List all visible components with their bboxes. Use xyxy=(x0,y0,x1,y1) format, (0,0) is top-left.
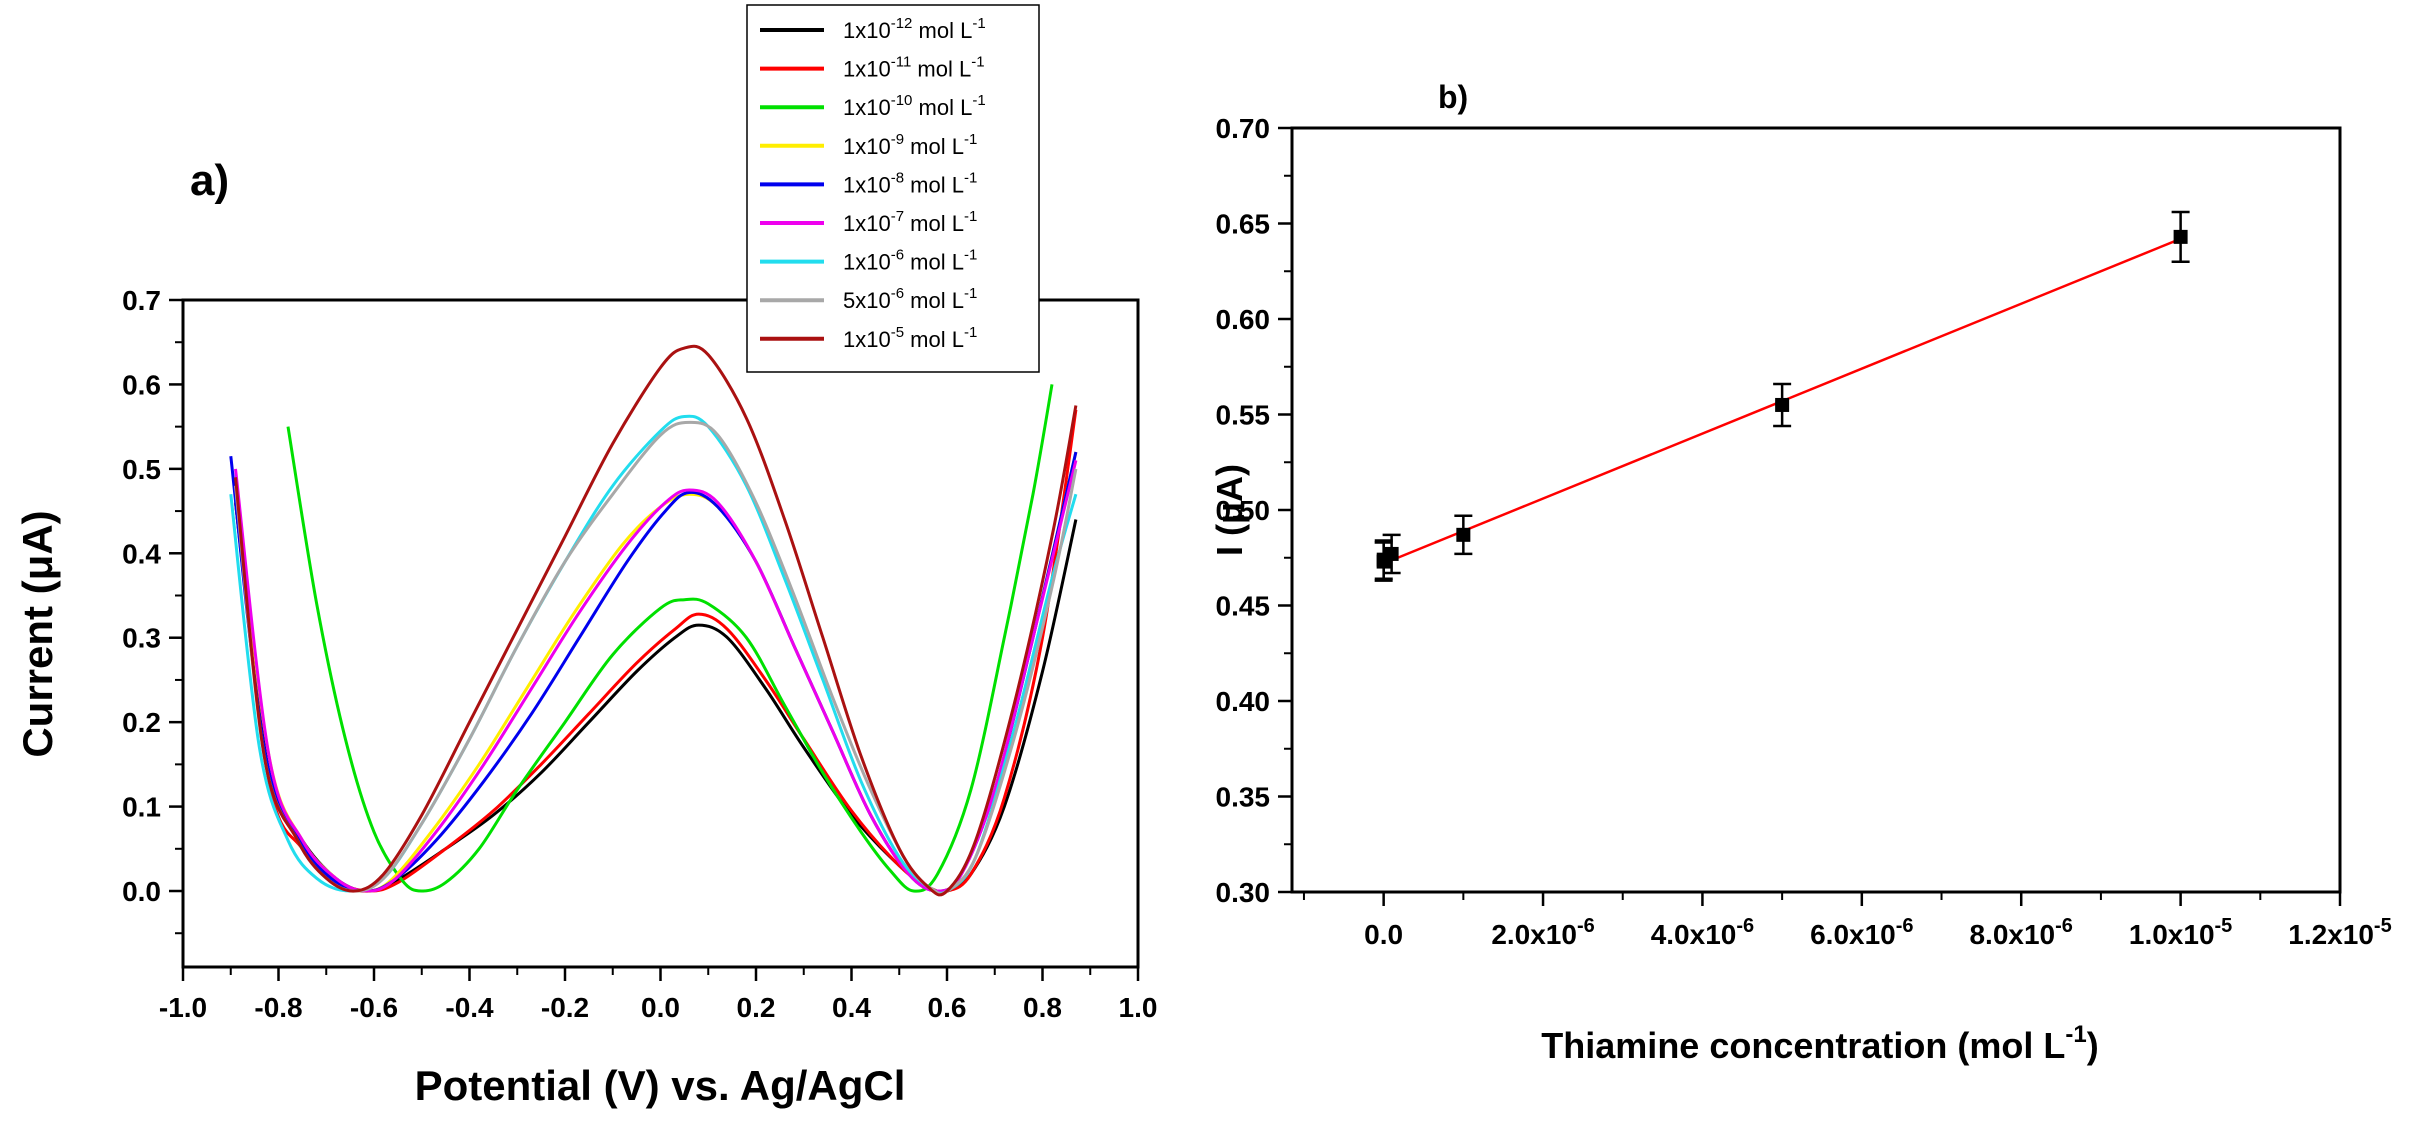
a-x-tick-label: 0.0 xyxy=(641,992,680,1023)
a-y-tick-label: 0.5 xyxy=(122,454,161,485)
panel-a-series xyxy=(229,344,1078,897)
a-x-tick-label: 0.8 xyxy=(1023,992,1062,1023)
panel-b-y-axis-title: I (μA) xyxy=(1209,464,1250,556)
panel-b-x-axis-title-close: ) xyxy=(2087,1025,2099,1066)
b-y-tick-label: 0.55 xyxy=(1216,400,1271,431)
panel-b-ticks: 0.0 2.0x10-6 4.0x10-6 6.0x10-6 8.0x10-6 1.0x1… xyxy=(1216,113,2392,950)
a-x-tick-label: -0.8 xyxy=(254,992,302,1023)
panel-a-plot-frame xyxy=(181,298,1140,969)
a-y-tick-label: 0.3 xyxy=(122,623,161,654)
panel-b: b) 0.0 2.0x10-6 4.0x10-6 6.0x10-6 8.0x10-6 1.… xyxy=(1209,79,2392,1066)
a-y-tick-label: 0.4 xyxy=(122,538,161,569)
legend-entry: 1x10-12 mol L-1 xyxy=(843,15,986,43)
legend-entry: 1x10-11 mol L-1 xyxy=(843,54,985,82)
b-y-tick-label: 0.65 xyxy=(1216,209,1271,240)
a-x-tick-label: -0.2 xyxy=(541,992,589,1023)
a-x-tick-label: 0.6 xyxy=(928,992,967,1023)
a-y-tick-label: 0.7 xyxy=(122,285,161,316)
legend-box xyxy=(746,4,1040,373)
square-marker xyxy=(2173,229,2188,244)
panel-a: a) -1.0 -0.8 -0.6 -0.4 -0.2 0.0 0.2 0.4 0.6 0.8 1.… xyxy=(14,4,1157,1109)
panel-b-x-axis-title-main: Thiamine concentration (mol L xyxy=(1541,1025,2065,1066)
a-series-line-8 xyxy=(234,344,1078,897)
a-series-line-7 xyxy=(234,420,1078,896)
b-y-tick-label: 0.30 xyxy=(1216,877,1271,908)
b-data-point-3 xyxy=(1454,514,1473,556)
a-y-tick-label: 0.6 xyxy=(122,369,161,400)
panel-a-x-axis-title: Potential (V) vs. Ag/AgCl xyxy=(415,1062,906,1109)
a-series-line-0 xyxy=(234,502,1078,894)
b-y-tick-label: 0.40 xyxy=(1216,686,1271,717)
square-marker xyxy=(1384,546,1399,561)
b-x-tick-label: 6.0x10-6 xyxy=(1810,915,1913,950)
a-y-tick-label: 0.2 xyxy=(122,707,161,738)
panel-b-x-axis-title: Thiamine concentration (mol L-1) xyxy=(1541,1021,2098,1066)
b-x-tick-label: 1.0x10-5 xyxy=(2129,915,2232,950)
panel-a-ticks: -1.0 -0.8 -0.6 -0.4 -0.2 0.0 0.2 0.4 0.6 0.8 1.0 0.… xyxy=(122,285,1157,1023)
legend-entry: 1x10-7 mol L-1 xyxy=(843,208,977,236)
a-x-tick-label: -0.4 xyxy=(445,992,494,1023)
panel-b-points xyxy=(1374,210,2190,582)
b-x-tick-label: 1.2x10-5 xyxy=(2288,915,2391,950)
b-y-tick-label: 0.45 xyxy=(1216,591,1271,622)
a-x-tick-label: 1.0 xyxy=(1119,992,1158,1023)
a-series-line-3 xyxy=(234,451,1078,893)
a-series-line-5 xyxy=(234,460,1078,893)
a-y-tick-label: 0.0 xyxy=(122,876,161,907)
a-series-line-2 xyxy=(286,384,1054,893)
b-x-tick-label: 8.0x10-6 xyxy=(1969,915,2072,950)
b-data-point-5 xyxy=(2171,210,2190,263)
legend-entry: 1x10-8 mol L-1 xyxy=(843,169,977,197)
b-y-tick-label: 0.70 xyxy=(1216,113,1271,144)
legend-entry: 1x10-10 mol L-1 xyxy=(843,92,986,120)
a-x-tick-label: -1.0 xyxy=(159,992,207,1023)
a-x-tick-label: 0.4 xyxy=(832,992,871,1023)
legend-entry: 5x10-6 mol L-1 xyxy=(843,285,977,313)
panel-a-y-axis-title: Current (μA) xyxy=(14,510,61,757)
a-y-tick-label: 0.1 xyxy=(122,792,161,823)
legend-entry: 1x10-5 mol L-1 xyxy=(843,324,977,352)
panel-b-x-axis-title-exp: -1 xyxy=(2065,1021,2086,1048)
panel-a-legend: 1x10-12 mol L-1 1x10-11 mol L-1 1x10-10 mo… xyxy=(746,4,1040,373)
a-x-tick-label: 0.2 xyxy=(737,992,776,1023)
b-data-point-2 xyxy=(1382,533,1401,575)
b-data-point-4 xyxy=(1773,382,1792,428)
b-y-tick-label: 0.50 xyxy=(1216,495,1271,526)
a-x-tick-label: -0.6 xyxy=(350,992,398,1023)
legend-entry: 1x10-6 mol L-1 xyxy=(843,247,977,275)
square-marker xyxy=(1775,397,1790,412)
panel-a-label: a) xyxy=(190,156,229,205)
a-series-line-4 xyxy=(229,451,1078,893)
b-x-tick-label: 0.0 xyxy=(1364,919,1403,950)
b-x-tick-label: 4.0x10-6 xyxy=(1651,915,1754,950)
panel-b-label: b) xyxy=(1438,79,1468,115)
b-y-tick-label: 0.60 xyxy=(1216,304,1271,335)
legend-entry: 1x10-9 mol L-1 xyxy=(843,131,977,159)
b-y-tick-label: 0.35 xyxy=(1216,782,1271,813)
square-marker xyxy=(1456,527,1471,542)
a-series-line-1 xyxy=(234,409,1078,894)
b-x-tick-label: 2.0x10-6 xyxy=(1491,915,1594,950)
